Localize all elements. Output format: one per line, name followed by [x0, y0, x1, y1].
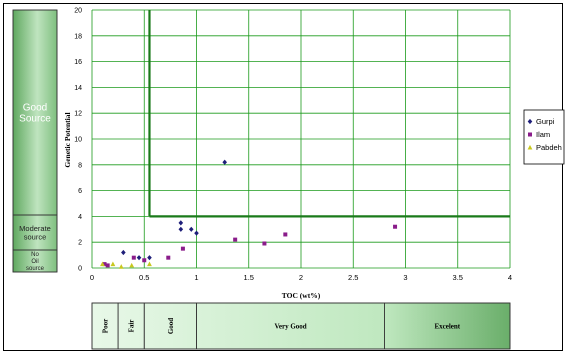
x-tick-label: 3	[403, 273, 407, 282]
left-band-label-word: source	[26, 266, 45, 272]
data-point	[188, 226, 194, 232]
data-point	[194, 230, 199, 236]
legend-label: Gurpi	[536, 117, 555, 126]
y-tick-label: 0	[78, 266, 82, 273]
y-tick-label: 10	[74, 137, 82, 144]
y-tick-label: 4	[78, 214, 82, 221]
data-point	[283, 232, 288, 237]
x-tick-label: 2.5	[348, 273, 358, 282]
x-tick-label: 3.5	[453, 273, 463, 282]
legend: Gurpi Ilam Pabdeh	[523, 109, 565, 165]
data-point	[180, 246, 185, 251]
data-point	[136, 255, 142, 261]
data-point	[178, 226, 184, 232]
threshold-lines	[148, 10, 510, 218]
left-band-label-word: Good	[23, 103, 47, 114]
legend-label: Pabdeh	[536, 143, 562, 152]
y-tick-label: 16	[74, 59, 82, 66]
legend-marker	[527, 118, 533, 125]
data-point	[147, 255, 152, 261]
y-tick-label: 14	[74, 85, 82, 92]
legend-marker	[527, 144, 533, 150]
y-tick-label: 18	[74, 33, 82, 40]
legend-label: Ilam	[536, 130, 550, 139]
data-point	[178, 220, 184, 226]
data-point	[142, 258, 147, 263]
left-band-label-word: Source	[19, 114, 51, 125]
data-point	[262, 241, 267, 246]
bottom-band-excelent: Excelent	[384, 302, 511, 350]
data-point	[147, 261, 152, 267]
bottom-band-box	[384, 302, 511, 350]
data-point	[118, 264, 124, 269]
bottom-quality-bands: Poor Fair Good Very Good Excelent	[91, 302, 511, 350]
left-band-label-word: Moderate	[19, 224, 51, 233]
data-point	[121, 249, 126, 256]
x-tick-label: 0.5	[139, 273, 149, 282]
legend-box	[523, 109, 565, 165]
legend-item-gurpi: Gurpi	[527, 117, 555, 126]
data-point	[129, 262, 135, 268]
left-band-label-word: Oil	[31, 259, 38, 265]
y-axis-label: Genetic Potential	[63, 112, 72, 167]
y-tick-label: 8	[78, 162, 82, 169]
bottom-band-label: Very Good	[274, 323, 306, 331]
tick-labels: 0 2 4 6 8 10 12 14 16 18 20 0 0.5 1 1.5 2 2.5 3 3.5 4	[74, 8, 512, 283]
legend-marker	[528, 132, 532, 137]
bottom-band-label: Fair	[128, 320, 136, 333]
series-ilam	[102, 224, 398, 268]
x-tick-label: 0	[90, 273, 94, 282]
x-axis-label: TOC (wt%)	[282, 291, 321, 300]
left-band-box	[12, 249, 58, 273]
bottom-band-label: Excelent	[434, 323, 460, 331]
data-point	[393, 224, 398, 229]
bottom-band-label: Good	[167, 318, 175, 334]
y-tick-label: 20	[74, 8, 82, 15]
series-gurpi	[121, 159, 228, 261]
series-pabdeh	[100, 261, 152, 269]
y-tick-label: 6	[78, 188, 82, 195]
data-point	[102, 262, 107, 267]
data-point	[233, 237, 238, 242]
data-point	[110, 261, 116, 267]
x-tick-label: 1.5	[244, 273, 254, 282]
data-points	[100, 159, 398, 269]
legend-item-ilam: Ilam	[528, 130, 550, 139]
left-band-label-word: source	[24, 232, 47, 241]
data-point	[166, 255, 171, 260]
x-tick-label: 2	[299, 273, 303, 282]
x-tick-label: 1	[194, 273, 198, 282]
left-band-label-word: No	[31, 252, 39, 258]
data-point	[222, 159, 228, 165]
legend-item-pabdeh: Pabdeh	[527, 143, 562, 152]
data-point	[100, 261, 105, 267]
x-tick-label: 4	[508, 273, 512, 282]
figure-frame	[3, 3, 563, 351]
bottom-band-label: Poor	[102, 319, 110, 333]
y-tick-label: 12	[74, 111, 82, 118]
y-tick-label: 2	[78, 240, 82, 247]
data-point	[131, 255, 136, 260]
data-point	[105, 263, 110, 268]
